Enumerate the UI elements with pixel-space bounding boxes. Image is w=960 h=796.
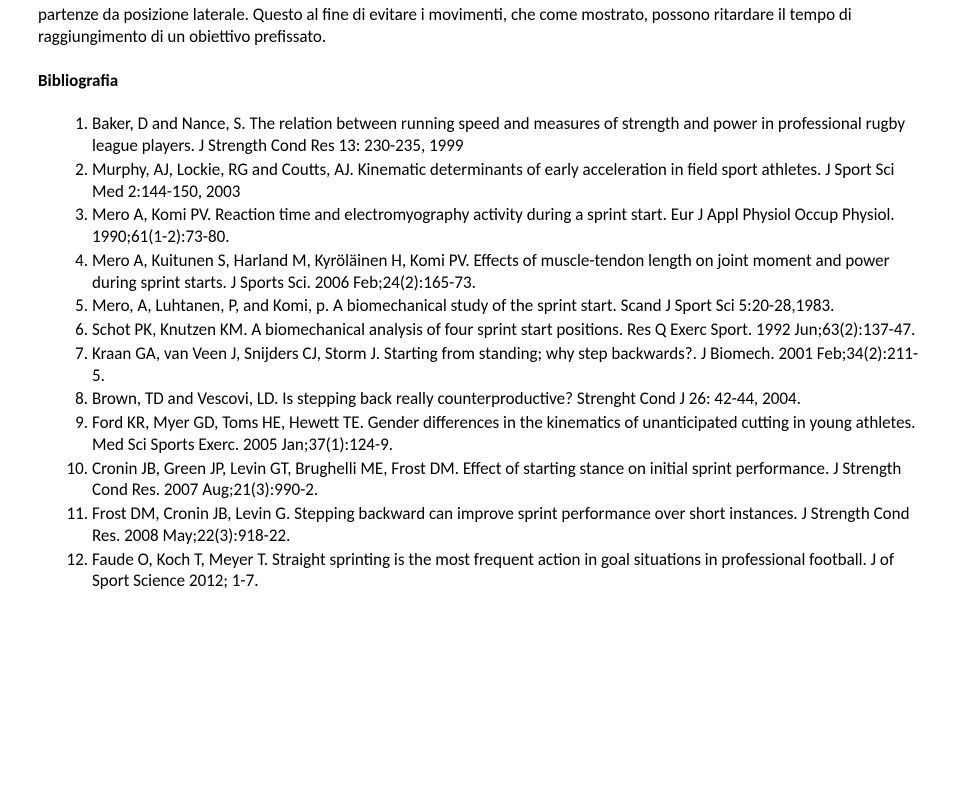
reference-text: 2005 Jan;37(1):124-9. bbox=[239, 434, 393, 455]
reference-item: Cronin JB, Green JP, Levin GT, Brughelli… bbox=[92, 458, 922, 502]
author-link[interactable]: Levin G bbox=[235, 503, 286, 524]
reference-item: Mero A, Komi PV. Reaction time and elect… bbox=[92, 204, 922, 248]
author-link[interactable]: van Veen J bbox=[164, 343, 236, 364]
reference-text: , bbox=[143, 204, 151, 225]
author-link[interactable]: Kyröläinen H bbox=[315, 250, 402, 271]
author-link[interactable]: Snijders CJ bbox=[244, 343, 317, 364]
journal-link[interactable]: Res Q Exerc Sport. bbox=[627, 319, 752, 340]
author-link[interactable]: Hewett TE bbox=[289, 412, 360, 433]
reference-text: , bbox=[226, 250, 234, 271]
reference-item: Brown, TD and Vescovi, LD. Is stepping b… bbox=[92, 388, 922, 410]
reference-text: Mero, A, Luhtanen, P, and Komi, p. A bio… bbox=[92, 295, 834, 316]
reference-text: , bbox=[152, 319, 160, 340]
author-link[interactable]: Cronin JB bbox=[164, 503, 228, 524]
author-link[interactable]: Knutzen KM bbox=[160, 319, 243, 340]
reference-text: 1990;61(1-2):73-80. bbox=[92, 226, 230, 247]
reference-text: , bbox=[155, 503, 163, 524]
author-link[interactable]: Koch T bbox=[157, 549, 201, 570]
author-link[interactable]: Cronin JB bbox=[92, 458, 156, 479]
reference-text: . Reaction time and electromyography act… bbox=[207, 204, 671, 225]
author-link[interactable]: Komi PV bbox=[152, 204, 207, 225]
reference-text: . A biomechanical analysis of four sprin… bbox=[243, 319, 627, 340]
author-link[interactable]: Frost DM bbox=[391, 458, 454, 479]
reference-text: . Gender differences in the kinematics o… bbox=[360, 412, 916, 433]
journal-link[interactable]: J Sports Sci. bbox=[231, 272, 311, 293]
reference-item: Ford KR, Myer GD, Toms HE, Hewett TE. Ge… bbox=[92, 412, 922, 456]
reference-item: Mero A, Kuitunen S, Harland M, Kyröläine… bbox=[92, 250, 922, 294]
reference-item: Faude O, Koch T, Meyer T. Straight sprin… bbox=[92, 549, 922, 593]
author-link[interactable]: Komi PV bbox=[410, 250, 465, 271]
author-link[interactable]: Brughelli ME bbox=[295, 458, 383, 479]
author-link[interactable]: Mero A bbox=[92, 250, 143, 271]
reference-text: , bbox=[156, 458, 164, 479]
author-link[interactable]: Frost DM bbox=[92, 503, 155, 524]
author-link[interactable]: Schot PK bbox=[92, 319, 152, 340]
author-link[interactable]: Kraan GA bbox=[92, 343, 156, 364]
document-page: partenze da posizione laterale. Questo a… bbox=[0, 0, 960, 796]
reference-item: Frost DM, Cronin JB, Levin G. Stepping b… bbox=[92, 503, 922, 547]
reference-text: , bbox=[149, 549, 157, 570]
reference-text: 1992 Jun;63(2):137-47. bbox=[752, 319, 915, 340]
reference-text: , bbox=[156, 343, 164, 364]
reference-item: Mero, A, Luhtanen, P, and Komi, p. A bio… bbox=[92, 295, 922, 317]
reference-item: Schot PK, Knutzen KM. A biomechanical an… bbox=[92, 319, 922, 341]
reference-text: , bbox=[143, 250, 151, 271]
reference-text: 2006 Feb;24(2):165-73. bbox=[311, 272, 476, 293]
journal-link[interactable]: Med Sci Sports Exerc. bbox=[92, 434, 239, 455]
journal-link[interactable]: Eur J Appl Physiol Occup Physiol. bbox=[671, 204, 895, 225]
intro-paragraph: partenze da posizione laterale. Questo a… bbox=[38, 4, 922, 48]
reference-text: . Starting from standing; why step backw… bbox=[376, 343, 701, 364]
reference-text: 2007 Aug;21(3):990-2. bbox=[160, 479, 318, 500]
author-link[interactable]: Kuitunen S bbox=[152, 250, 226, 271]
reference-text: , bbox=[145, 412, 153, 433]
author-link[interactable]: Green JP bbox=[164, 458, 222, 479]
journal-link[interactable]: J Biomech. bbox=[701, 343, 775, 364]
reference-text: , bbox=[281, 412, 289, 433]
reference-text: . Effect of starting stance on initial s… bbox=[455, 458, 833, 479]
author-link[interactable]: Mero A bbox=[92, 204, 143, 225]
reference-text: , bbox=[222, 458, 230, 479]
author-link[interactable]: Harland M bbox=[234, 250, 307, 271]
author-link[interactable]: Storm J bbox=[325, 343, 376, 364]
author-link[interactable]: Levin GT bbox=[230, 458, 287, 479]
reference-text: , bbox=[317, 343, 325, 364]
author-link[interactable]: Myer GD bbox=[153, 412, 214, 433]
reference-item: Murphy, AJ, Lockie, RG and Coutts, AJ. K… bbox=[92, 159, 922, 203]
reference-item: Kraan GA, van Veen J, Snijders CJ, Storm… bbox=[92, 343, 922, 387]
reference-text: Brown, TD and Vescovi, LD. Is stepping b… bbox=[92, 388, 801, 409]
author-link[interactable]: Meyer T bbox=[209, 549, 264, 570]
reference-text: , bbox=[402, 250, 410, 271]
reference-item: Baker, D and Nance, S. The relation betw… bbox=[92, 113, 922, 157]
reference-text: , bbox=[307, 250, 315, 271]
reference-text: , bbox=[236, 343, 244, 364]
reference-text: . Stepping backward can improve sprint p… bbox=[286, 503, 802, 524]
reference-text: , bbox=[201, 549, 209, 570]
reference-list: Baker, D and Nance, S. The relation betw… bbox=[38, 113, 922, 592]
reference-text: Murphy, AJ, Lockie, RG and Coutts, AJ. K… bbox=[92, 159, 894, 202]
reference-text: 2008 May;22(3):918-22. bbox=[120, 525, 290, 546]
author-link[interactable]: Faude O bbox=[92, 549, 149, 570]
bibliography-heading: Bibliografia bbox=[38, 70, 922, 92]
author-link[interactable]: Toms HE bbox=[222, 412, 281, 433]
reference-text: Baker, D and Nance, S. The relation betw… bbox=[92, 113, 905, 156]
author-link[interactable]: Ford KR bbox=[92, 412, 145, 433]
